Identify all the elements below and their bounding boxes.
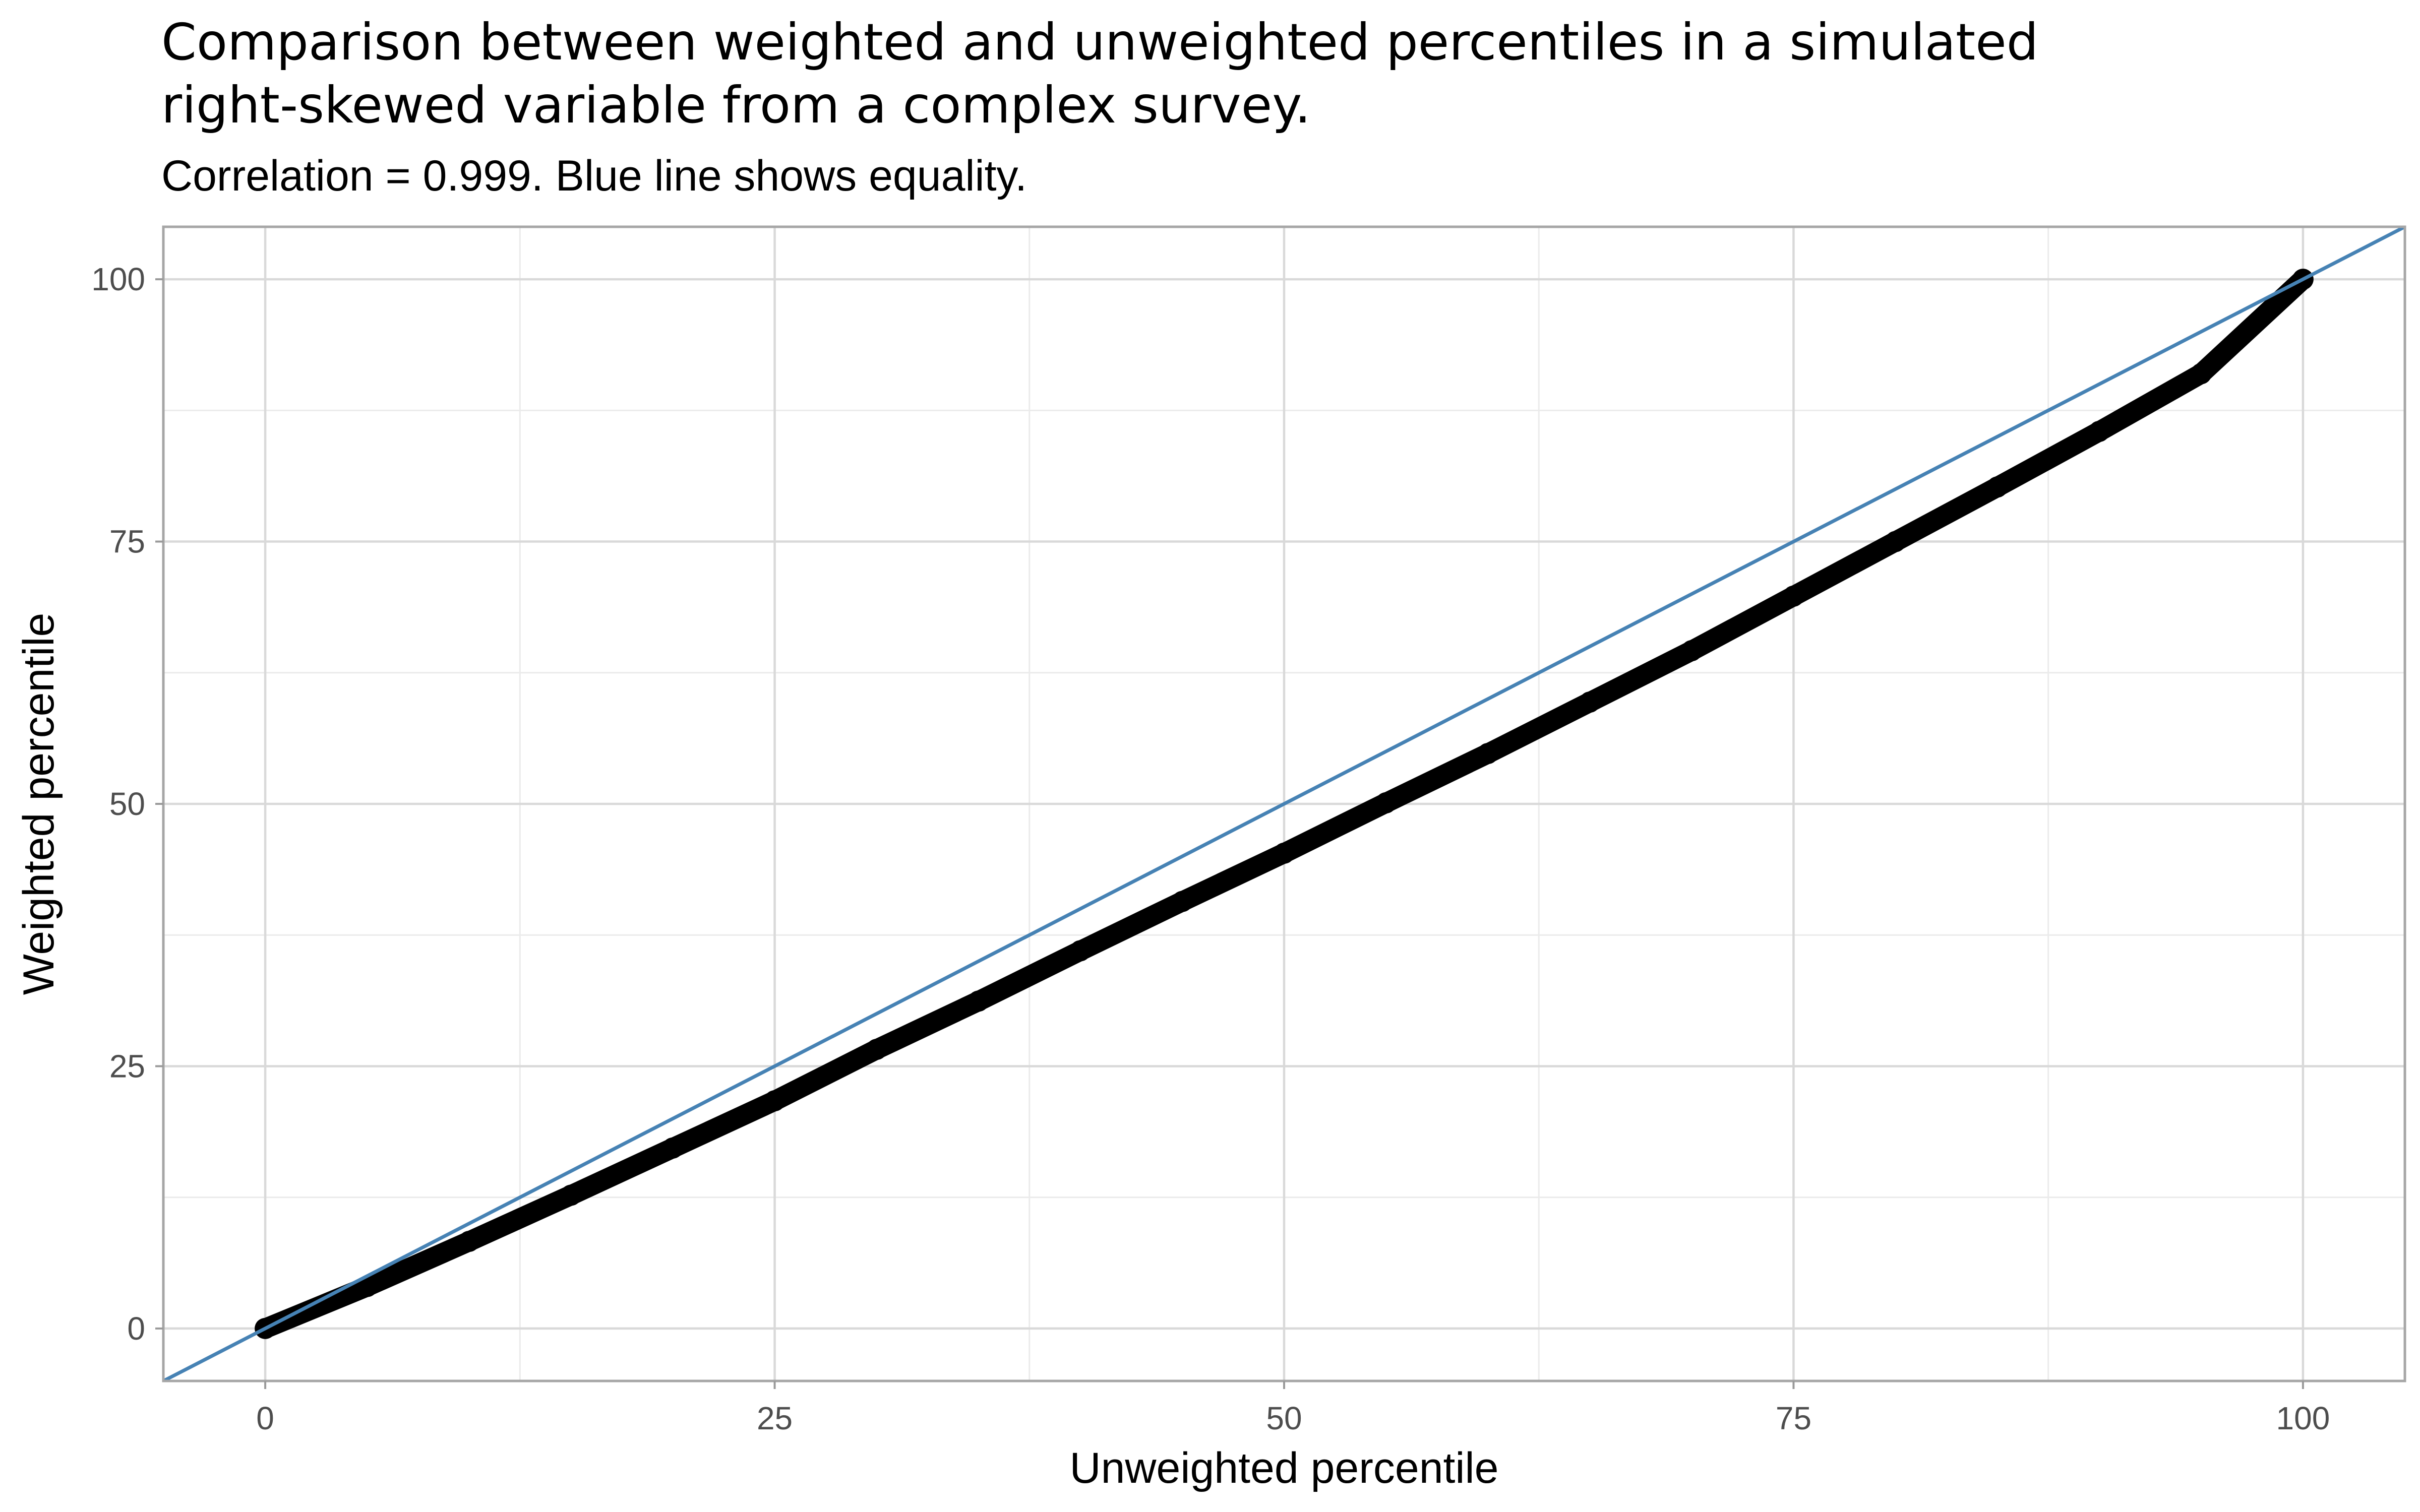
data-point [1783,585,1804,607]
chart-title-line-2: right-skewed variable from a complex sur… [161,76,1311,135]
data-point [1579,691,1601,713]
x-tick-label: 50 [1266,1400,1302,1436]
data-point [1885,531,1906,552]
x-tick-label: 75 [1776,1400,1811,1436]
grid [163,227,2405,1381]
data-point [967,990,989,1012]
x-tick-label: 25 [757,1400,793,1436]
equality-reference-line [163,227,2405,1381]
data-point [1274,842,1295,864]
ticks: 0 25 50 75 100 0 25 50 75 100 [91,261,2330,1436]
data-point [458,1231,480,1252]
data-point [2190,363,2212,385]
data-point [356,1276,378,1297]
y-tick-label: 100 [91,261,145,297]
data-point [1986,476,2008,498]
data-point [1681,640,1703,662]
data-point [1477,743,1499,765]
data-point [2088,420,2110,442]
x-tick-label: 100 [2276,1400,2330,1436]
data-point [560,1184,582,1206]
data-point [662,1137,684,1159]
y-axis-label: Weighted percentile [15,613,63,995]
plot-area [163,227,2405,1381]
data-point [1069,940,1091,962]
data-point [764,1090,785,1112]
data-point [1375,792,1397,813]
x-axis-label: Unweighted percentile [1070,1444,1499,1492]
data-point [1171,891,1193,912]
chart-subtitle: Correlation = 0.999. Blue line shows equ… [161,152,1027,200]
y-tick-label: 25 [109,1048,145,1084]
data-point [866,1039,887,1060]
y-tick-label: 50 [109,786,145,822]
x-tick-label: 0 [256,1400,274,1436]
y-tick-label: 0 [127,1310,145,1347]
y-tick-label: 75 [109,524,145,560]
chart-title-line-1: Comparison between weighted and unweight… [161,13,2038,72]
